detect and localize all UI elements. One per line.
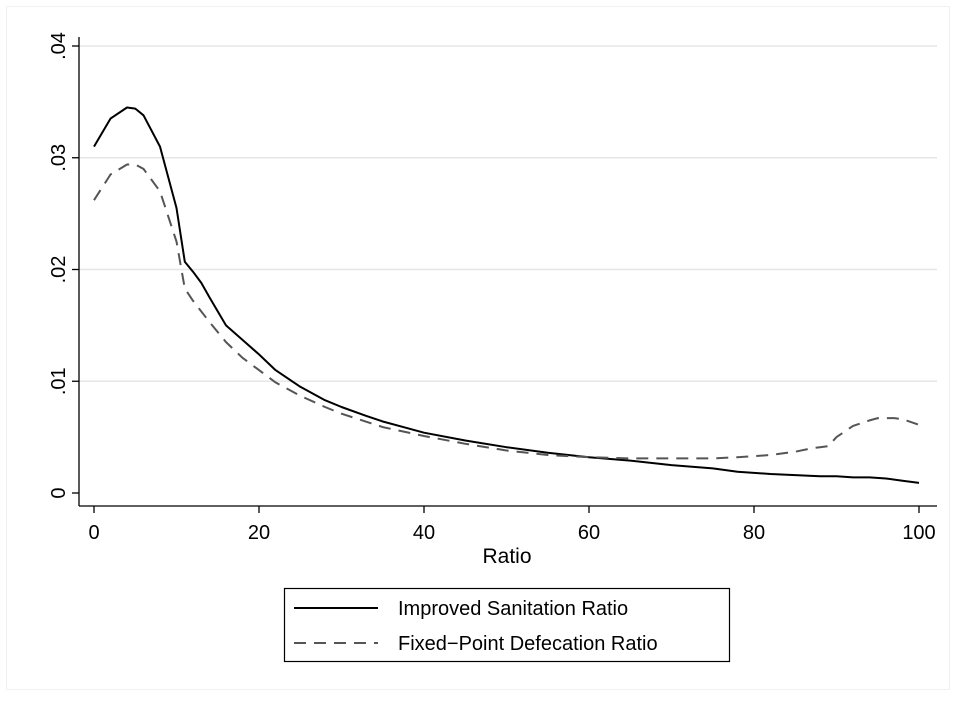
tick-marks-and-labels: 0 .01 .02 .03 .04 0 20 40 60 80 100 (48, 32, 936, 544)
legend-label-improved-sanitation: Improved Sanitation Ratio (398, 598, 628, 620)
x-tick-label: 80 (743, 522, 765, 544)
series-lines (93, 106, 920, 484)
y-tick-label: .01 (48, 367, 70, 395)
legend-label-fixed-point-defecation: Fixed−Point Defecation Ratio (398, 633, 658, 655)
series-line-improved-sanitation (93, 106, 920, 484)
gridlines (79, 45, 937, 383)
y-tick-label: .03 (48, 144, 70, 172)
x-tick-label: 100 (902, 522, 935, 544)
x-tick-label: 40 (413, 522, 435, 544)
x-tick-label: 0 (88, 522, 99, 544)
y-tick-label: .02 (48, 256, 70, 284)
y-tick-label: 0 (48, 487, 70, 498)
y-tick-label: .04 (48, 32, 70, 60)
legend: Improved Sanitation Ratio Fixed−Point De… (283, 587, 731, 663)
outer-frame (6, 6, 950, 690)
axes (78, 37, 937, 507)
x-tick-label: 60 (578, 522, 600, 544)
legend-box (283, 587, 731, 663)
x-axis-title: Ratio (482, 545, 531, 568)
x-tick-label: 20 (248, 522, 270, 544)
series-line-fixed-point-defecation (93, 163, 920, 460)
